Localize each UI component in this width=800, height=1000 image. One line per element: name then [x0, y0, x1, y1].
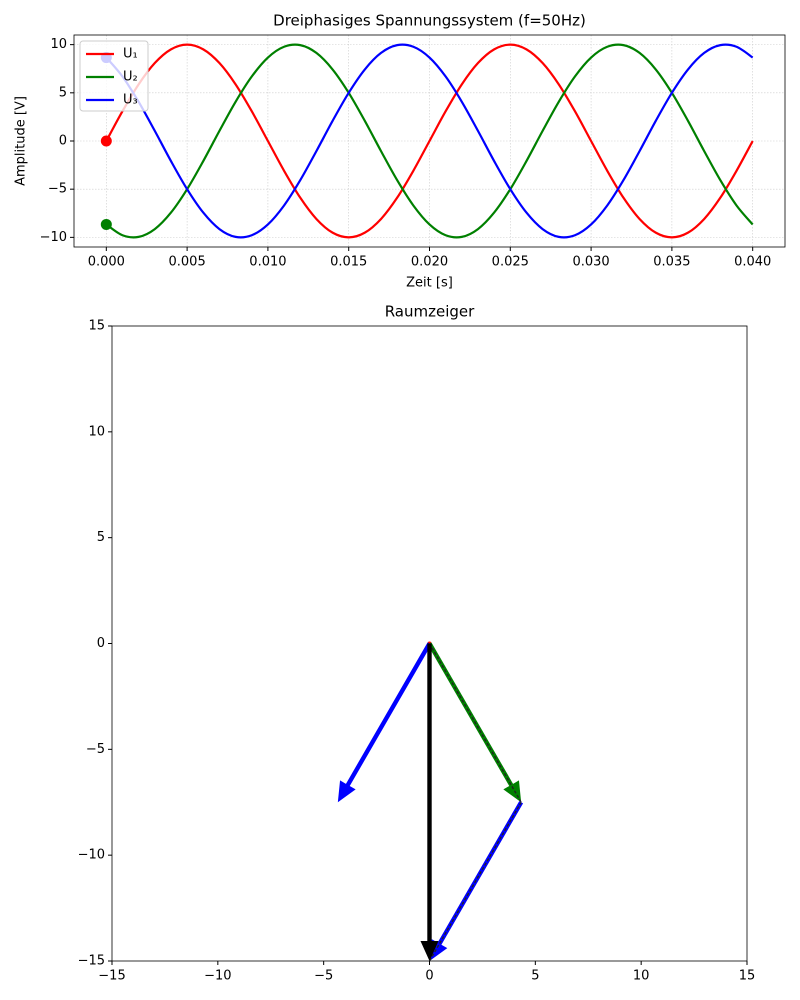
axes-frame	[111, 325, 748, 962]
chart-title: Dreiphasiges Spannungssystem (f=50Hz)	[273, 12, 586, 30]
vector-outline	[428, 643, 522, 803]
x-axis-label: Zeit [s]	[406, 276, 453, 291]
x-tick-label: −15	[98, 969, 125, 984]
vector-arrow	[337, 642, 432, 803]
x-tick-label: 0.025	[492, 255, 529, 270]
x-tick-label: 0	[425, 969, 433, 984]
chart-title: Raumzeiger	[385, 303, 475, 321]
x-tick-label: 0.010	[249, 255, 286, 270]
y-tick-label: 10	[50, 37, 67, 52]
y-tick-label: 15	[88, 319, 105, 334]
x-tick-label: −10	[204, 969, 231, 984]
x-tick-label: 0.015	[330, 255, 367, 270]
x-tick-label: 0.030	[572, 255, 609, 270]
series-line	[105, 43, 754, 239]
y-tick-label: −10	[40, 230, 67, 245]
vector-arrow	[420, 643, 439, 961]
y-tick-label: −15	[78, 954, 105, 969]
start-marker	[100, 218, 112, 230]
y-tick-label: 10	[88, 424, 105, 439]
x-tick-label: 10	[633, 969, 650, 984]
y-tick-label: −5	[86, 742, 105, 757]
start-marker	[100, 135, 112, 147]
y-axis-label: Amplitude [V]	[14, 96, 29, 186]
x-tick-label: 15	[739, 969, 756, 984]
x-tick-label: −5	[314, 969, 333, 984]
x-tick-label: 0.035	[653, 255, 690, 270]
legend-label: U₁	[123, 47, 138, 62]
series-line	[105, 43, 754, 239]
y-tick-label: −5	[48, 182, 67, 197]
legend-label: U₃	[123, 93, 138, 108]
y-tick-label: −10	[78, 848, 105, 863]
x-tick-label: 0.040	[734, 255, 771, 270]
x-tick-label: 0.005	[169, 255, 206, 270]
legend-label: U₂	[123, 70, 138, 85]
x-tick-label: 0.000	[88, 255, 125, 270]
y-tick-label: 5	[59, 85, 67, 100]
y-tick-label: 0	[59, 134, 67, 149]
vector-outline	[428, 801, 522, 962]
axes-frame	[73, 34, 786, 248]
series-line	[105, 43, 754, 239]
y-tick-label: 5	[97, 530, 105, 545]
x-tick-label: 5	[531, 969, 539, 984]
y-tick-label: 0	[97, 636, 105, 651]
x-tick-label: 0.020	[411, 255, 448, 270]
